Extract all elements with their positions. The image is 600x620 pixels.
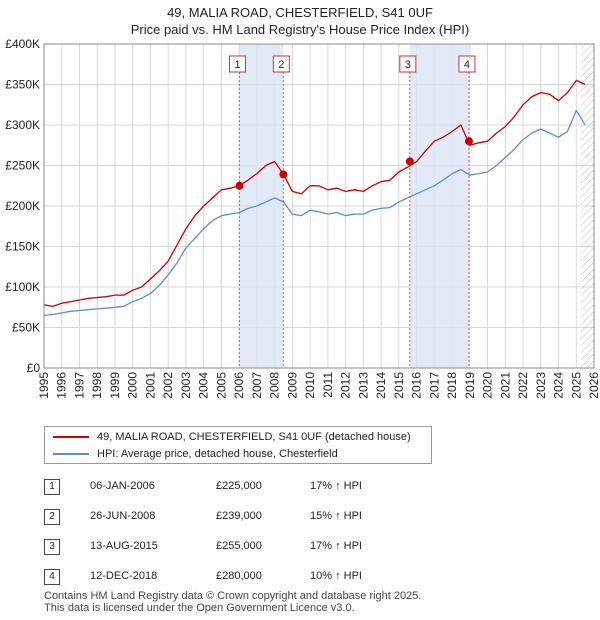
- transaction-hpi: 15% ↑ HPI: [310, 510, 362, 522]
- x-tick-label: 2004: [197, 372, 211, 399]
- x-tick-label: 2006: [232, 372, 246, 399]
- plot-border: [43, 43, 595, 369]
- chart-title: 49, MALIA ROAD, CHESTERFIELD, S41 0UF Pr…: [0, 4, 600, 38]
- transaction-date: 06-JAN-2006: [90, 480, 155, 492]
- transaction-price: £225,000: [216, 480, 262, 492]
- x-tick-label: 2026: [587, 372, 600, 399]
- transaction-number: 2: [44, 509, 60, 525]
- x-tick-label: 2020: [481, 372, 495, 399]
- x-tick-label: 2003: [179, 372, 193, 399]
- sale-number-label: 4: [464, 59, 470, 71]
- x-tick-label: 2019: [463, 372, 477, 399]
- x-tick-label: 2000: [126, 372, 140, 399]
- legend-swatch-hpi: [53, 453, 89, 455]
- x-tick-label: 2007: [250, 372, 264, 399]
- y-tick-label: £300K: [5, 118, 40, 132]
- transaction-number: 3: [44, 539, 60, 555]
- legend-label-hpi: HPI: Average price, detached house, Ches…: [97, 448, 338, 460]
- legend-label-property: 49, MALIA ROAD, CHESTERFIELD, S41 0UF (d…: [97, 431, 411, 443]
- sale-number-box: [458, 55, 476, 73]
- x-tick-label: 2021: [498, 372, 512, 399]
- legend-item-hpi: HPI: Average price, detached house, Ches…: [53, 446, 338, 462]
- x-tick-label: 1995: [37, 372, 51, 399]
- table-row: 1 06-JAN-2006 £225,000 17% ↑ HPI: [44, 478, 424, 498]
- x-tick-label: 2010: [303, 372, 317, 399]
- ownership-period-shade: [409, 44, 469, 368]
- transaction-date: 26-JUN-2008: [90, 510, 156, 522]
- y-tick-label: £0: [27, 361, 41, 375]
- sale-number-box: [399, 55, 417, 73]
- sale-point: [279, 170, 288, 179]
- transaction-price: £239,000: [216, 510, 262, 522]
- table-row: 4 12-DEC-2018 £280,000 10% ↑ HPI: [44, 568, 424, 588]
- y-tick-label: £150K: [5, 240, 40, 254]
- legend-swatch-property: [53, 436, 89, 438]
- x-tick-label: 2018: [445, 372, 459, 399]
- footer-license: This data is licensed under the Open Gov…: [44, 602, 355, 614]
- sale-point: [464, 137, 473, 146]
- sale-point: [405, 157, 414, 166]
- transaction-date: 12-DEC-2018: [90, 570, 158, 582]
- x-tick-label: 2023: [534, 372, 548, 399]
- sale-number-label: 3: [405, 59, 411, 71]
- transaction-hpi: 10% ↑ HPI: [310, 570, 362, 582]
- transaction-hpi: 17% ↑ HPI: [310, 480, 362, 492]
- sale-number-box: [272, 55, 290, 73]
- sale-number-label: 2: [278, 59, 284, 71]
- forecast-hatch: [580, 44, 594, 368]
- y-tick-label: £100K: [5, 280, 40, 294]
- x-tick-label: 2011: [321, 372, 335, 398]
- y-tick-label: £50K: [12, 321, 40, 335]
- x-tick-label: 2016: [410, 372, 424, 399]
- legend-item-property: 49, MALIA ROAD, CHESTERFIELD, S41 0UF (d…: [53, 429, 411, 445]
- price-chart: 1 2 3 4 £0 £50K £100K £150K £200K £250K £300K £350…: [5, 37, 600, 399]
- transaction-number: 4: [44, 569, 60, 585]
- table-row: 2 26-JUN-2008 £239,000 15% ↑ HPI: [44, 508, 424, 528]
- x-tick-label: 2005: [214, 372, 228, 399]
- y-tick-label: £250K: [5, 159, 40, 173]
- transaction-number: 1: [44, 479, 60, 495]
- y-tick-label: £400K: [5, 37, 40, 51]
- y-tick-label: £350K: [5, 78, 40, 92]
- x-tick-label: 2012: [339, 372, 353, 399]
- x-tick-label: 2008: [268, 372, 282, 399]
- x-tick-label: 1999: [108, 372, 122, 399]
- footer-notice: Contains HM Land Registry data © Crown c…: [44, 590, 421, 614]
- property-price-line: [43, 79, 586, 308]
- x-tick-label: 2015: [392, 372, 406, 399]
- x-tick-label: 2013: [356, 372, 370, 399]
- transaction-price: £280,000: [216, 570, 262, 582]
- x-tick-label: 2002: [161, 372, 175, 399]
- sale-number-label: 1: [234, 59, 240, 71]
- transaction-date: 13-AUG-2015: [90, 540, 158, 552]
- sale-point: [235, 181, 244, 190]
- x-tick-label: 2009: [285, 372, 299, 399]
- x-tick-label: 2001: [143, 372, 157, 399]
- x-tick-label: 2014: [374, 372, 388, 399]
- sale-number-box: [229, 55, 247, 73]
- y-tick-label: £200K: [5, 199, 40, 213]
- x-tick-label: 1997: [72, 372, 86, 399]
- transaction-hpi: 17% ↑ HPI: [310, 540, 362, 552]
- x-tick-label: 2024: [552, 372, 566, 399]
- x-tick-label: 2017: [427, 372, 441, 399]
- x-tick-label: 1996: [55, 372, 69, 399]
- x-tick-label: 1998: [90, 372, 104, 399]
- legend: 49, MALIA ROAD, CHESTERFIELD, S41 0UF (d…: [44, 426, 432, 464]
- table-row: 3 13-AUG-2015 £255,000 17% ↑ HPI: [44, 538, 424, 558]
- x-tick-label: 2022: [516, 372, 530, 399]
- x-tick-label: 2025: [569, 372, 583, 399]
- hpi-line: [43, 109, 586, 317]
- ownership-period-shade: [239, 44, 284, 368]
- transaction-price: £255,000: [216, 540, 262, 552]
- footer-copyright: Contains HM Land Registry data © Crown c…: [44, 590, 422, 602]
- title-subtitle: Price paid vs. HM Land Registry's House …: [130, 22, 470, 37]
- title-address: 49, MALIA ROAD, CHESTERFIELD, S41 0UF: [167, 5, 433, 20]
